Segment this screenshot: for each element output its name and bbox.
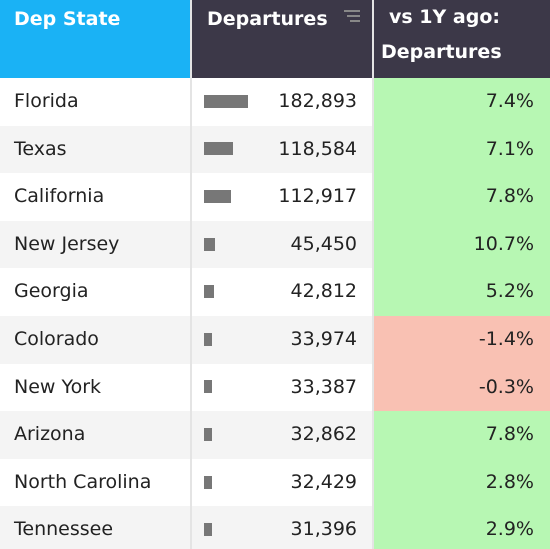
header-change[interactable]: Departures (381, 41, 502, 63)
state: Georgia (14, 280, 89, 303)
change-bg (374, 316, 550, 364)
row-bg (0, 78, 372, 126)
state: Tennessee (14, 518, 114, 541)
change-bg (374, 268, 550, 316)
change-bg (374, 411, 550, 459)
departures: 42,812 (290, 280, 357, 303)
state: Texas (14, 137, 67, 160)
departures: 32,862 (290, 423, 357, 446)
departures-bar (204, 142, 233, 156)
change-bg (374, 78, 550, 126)
change: -1.4% (478, 328, 534, 350)
departures: 182,893 (278, 90, 357, 112)
state: North Carolina (14, 470, 152, 493)
departures-bar (204, 237, 215, 251)
change: 7.1% (485, 137, 534, 160)
change-bg (374, 458, 550, 507)
departures-bar (204, 428, 212, 441)
change: -0.3% (478, 375, 534, 398)
departures: 31,396 (290, 518, 357, 541)
departures: 32,429 (290, 470, 357, 493)
row-bg (0, 173, 372, 221)
change-bg (374, 506, 550, 549)
row-bg (0, 268, 372, 316)
state: New Jersey (14, 232, 120, 255)
change: 2.8% (485, 470, 534, 493)
change-bg (374, 363, 550, 412)
header-departures[interactable]: Departures (207, 8, 328, 30)
row-bg (0, 411, 372, 459)
header-state[interactable]: Dep State (14, 8, 121, 30)
departures-bar (204, 190, 232, 203)
row-bg (0, 316, 372, 364)
departures: 33,974 (290, 328, 357, 350)
change-bg (374, 173, 550, 221)
state: Colorado (14, 328, 99, 350)
departures: 112,917 (278, 185, 357, 208)
column-divider (372, 0, 374, 549)
header-cell (192, 0, 372, 78)
header-cell (0, 0, 190, 78)
row-bg (0, 458, 372, 507)
change: 10.7% (473, 232, 534, 255)
state: Florida (14, 90, 79, 112)
row-bg (0, 125, 372, 174)
departures: 118,584 (278, 137, 357, 160)
departures-bar (204, 380, 213, 394)
header-cell (374, 0, 550, 78)
header-change[interactable]: vs 1Y ago: (389, 6, 500, 28)
change-bg (374, 125, 550, 174)
departures-bar (204, 94, 248, 108)
change-bg (374, 220, 550, 269)
state: New York (14, 375, 102, 398)
column-divider (190, 0, 192, 549)
departures: 45,450 (290, 232, 357, 255)
departures-bar (204, 332, 213, 346)
departures-bar (204, 475, 212, 489)
change: 7.8% (485, 423, 534, 446)
row-bg (0, 220, 372, 269)
state: California (14, 185, 105, 208)
change: 7.8% (485, 185, 534, 208)
change: 7.4% (485, 90, 534, 112)
change: 2.9% (485, 518, 534, 541)
sort-icon[interactable] (342, 8, 362, 26)
row-bg (0, 506, 372, 549)
departures-bar (204, 285, 215, 299)
departures: 33,387 (290, 375, 357, 398)
departures-bar (204, 523, 212, 537)
state: Arizona (14, 423, 86, 446)
row-bg (0, 363, 372, 412)
change: 5.2% (485, 280, 534, 303)
